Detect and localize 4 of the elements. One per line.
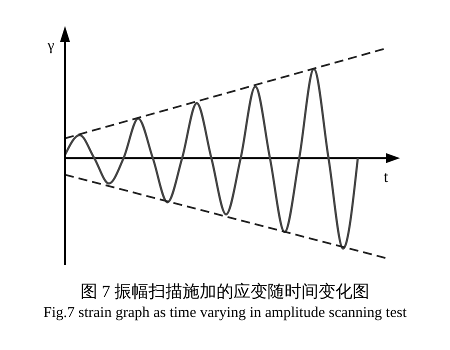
x-axis-title: t [384,169,389,186]
y-axis-title: γ [46,38,55,54]
text: Fig.7 strain graph as time varying in amplitude scanning test [42,305,408,322]
text: 图 7 振幅扫描施加的应变随时间变化图 [80,281,370,303]
